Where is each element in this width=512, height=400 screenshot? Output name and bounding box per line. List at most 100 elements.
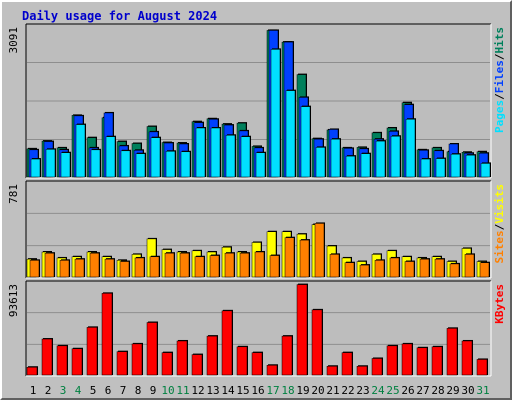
bar-sites-day-24 xyxy=(374,260,385,278)
bar-kbytes-day-7 xyxy=(116,351,128,376)
bar-sites-day-22 xyxy=(344,262,355,278)
bar-pages-day-28 xyxy=(435,158,446,178)
bar-pages-day-13 xyxy=(210,127,221,178)
bar-pages-day-4 xyxy=(75,124,86,178)
bar-sites-day-16 xyxy=(254,251,265,278)
x-tick-label: 21 xyxy=(326,384,339,397)
bar-sites-day-15 xyxy=(239,252,250,278)
bar-sites-day-30 xyxy=(464,254,475,278)
x-tick-label: 5 xyxy=(90,384,97,397)
bar-sites-day-7 xyxy=(119,261,130,278)
bar-pages-day-19 xyxy=(300,106,311,178)
legend-hits-files-pages: Pages/Files/Hits xyxy=(493,27,506,133)
bar-pages-day-6 xyxy=(105,136,116,178)
x-tick-label: 27 xyxy=(416,384,429,397)
x-tick-label: 14 xyxy=(221,384,235,397)
x-tick-label: 1 xyxy=(30,384,37,397)
bar-pages-day-16 xyxy=(255,152,266,178)
x-tick-label: 11 xyxy=(176,384,189,397)
bar-kbytes-day-13 xyxy=(206,335,218,376)
bar-kbytes-day-10 xyxy=(161,352,173,376)
bar-sites-day-9 xyxy=(149,256,160,278)
bar-sites-day-20 xyxy=(314,223,325,278)
bar-kbytes-day-1 xyxy=(26,366,38,376)
legend-entry: / xyxy=(493,53,506,60)
x-tick-label: 16 xyxy=(251,384,264,397)
bar-pages-day-9 xyxy=(150,137,161,178)
bar-kbytes-day-6 xyxy=(101,293,113,376)
y-max-label: 3091 xyxy=(7,27,20,54)
bar-pages-day-10 xyxy=(165,151,176,178)
bar-sites-day-26 xyxy=(404,261,415,278)
x-tick-label: 30 xyxy=(461,384,474,397)
x-tick-label: 29 xyxy=(446,384,459,397)
x-tick-label: 3 xyxy=(60,384,67,397)
bar-sites-day-14 xyxy=(224,252,235,278)
x-tick-label: 23 xyxy=(356,384,369,397)
bar-sites-day-1 xyxy=(29,260,40,278)
bar-pages-day-23 xyxy=(360,153,371,178)
x-tick-label: 28 xyxy=(431,384,444,397)
bar-sites-day-10 xyxy=(164,252,175,278)
x-tick-label: 20 xyxy=(311,384,324,397)
bar-pages-day-3 xyxy=(60,152,71,178)
bar-sites-day-27 xyxy=(419,258,430,278)
bar-sites-day-3 xyxy=(59,260,70,278)
bar-pages-day-14 xyxy=(225,135,236,178)
bar-sites-day-25 xyxy=(389,257,400,278)
bar-sites-day-4 xyxy=(74,258,85,278)
x-axis-day-labels: 1 2 3 4 5 6 7 8 9 10 11 12 13 14 15 16 17 18 19 20 21 22 23 24 2… xyxy=(30,384,490,397)
bar-pages-day-21 xyxy=(330,138,341,178)
bar-kbytes-day-20 xyxy=(311,309,323,376)
legend-kbytes: KBytes xyxy=(493,284,506,324)
bar-kbytes-day-22 xyxy=(341,352,353,376)
bar-kbytes-day-26 xyxy=(401,343,413,376)
bar-pages-day-2 xyxy=(45,149,56,178)
bar-sites-day-19 xyxy=(299,239,310,278)
bar-pages-day-12 xyxy=(195,127,206,178)
bar-pages-day-27 xyxy=(420,158,431,178)
bar-pages-day-15 xyxy=(240,136,251,178)
legend-entry: KBytes xyxy=(493,284,506,324)
bar-sites-day-11 xyxy=(179,252,190,278)
y-max-label: 93613 xyxy=(7,284,20,317)
x-tick-label: 10 xyxy=(161,384,174,397)
legend-visits-sites: Sites/Visits xyxy=(493,184,506,264)
bar-kbytes-day-31 xyxy=(476,359,488,376)
bar-pages-day-7 xyxy=(120,150,131,178)
bar-kbytes-day-8 xyxy=(131,343,143,376)
bar-kbytes-day-30 xyxy=(461,340,473,376)
legend-entry: Files xyxy=(493,60,506,93)
bar-sites-day-21 xyxy=(329,254,340,278)
bar-sites-day-12 xyxy=(194,256,205,278)
bar-pages-day-8 xyxy=(135,153,146,178)
bar-sites-day-6 xyxy=(104,258,115,278)
bar-kbytes-day-2 xyxy=(41,338,53,376)
legend-entry: Pages xyxy=(493,100,506,133)
bar-sites-day-5 xyxy=(89,252,100,278)
bar-pages-day-1 xyxy=(30,158,41,178)
x-tick-label: 8 xyxy=(135,384,142,397)
chart-panel-visits-sites: 781 Sites/Visits xyxy=(7,180,506,279)
x-tick-label: 7 xyxy=(120,384,127,397)
x-tick-label: 17 xyxy=(266,384,279,397)
bar-sites-day-18 xyxy=(284,237,295,278)
bar-kbytes-day-9 xyxy=(146,322,158,376)
bar-kbytes-day-19 xyxy=(296,284,308,376)
x-tick-label: 26 xyxy=(401,384,414,397)
bar-kbytes-day-18 xyxy=(281,335,293,376)
chart-panel-hits-files-pages: 3091 Pages/Files/Hits xyxy=(7,23,506,179)
x-tick-label: 31 xyxy=(476,384,489,397)
bar-kbytes-day-21 xyxy=(326,366,338,376)
bar-pages-day-17 xyxy=(270,49,281,178)
bar-pages-day-11 xyxy=(180,151,191,178)
bar-pages-day-31 xyxy=(480,163,491,178)
bar-sites-day-23 xyxy=(359,264,370,278)
bar-kbytes-day-23 xyxy=(356,366,368,376)
bar-kbytes-day-28 xyxy=(431,346,443,376)
bar-kbytes-day-24 xyxy=(371,358,383,376)
x-tick-label: 6 xyxy=(105,384,112,397)
x-tick-label: 13 xyxy=(206,384,219,397)
legend-entry: / xyxy=(493,93,506,100)
bar-sites-day-13 xyxy=(209,255,220,278)
